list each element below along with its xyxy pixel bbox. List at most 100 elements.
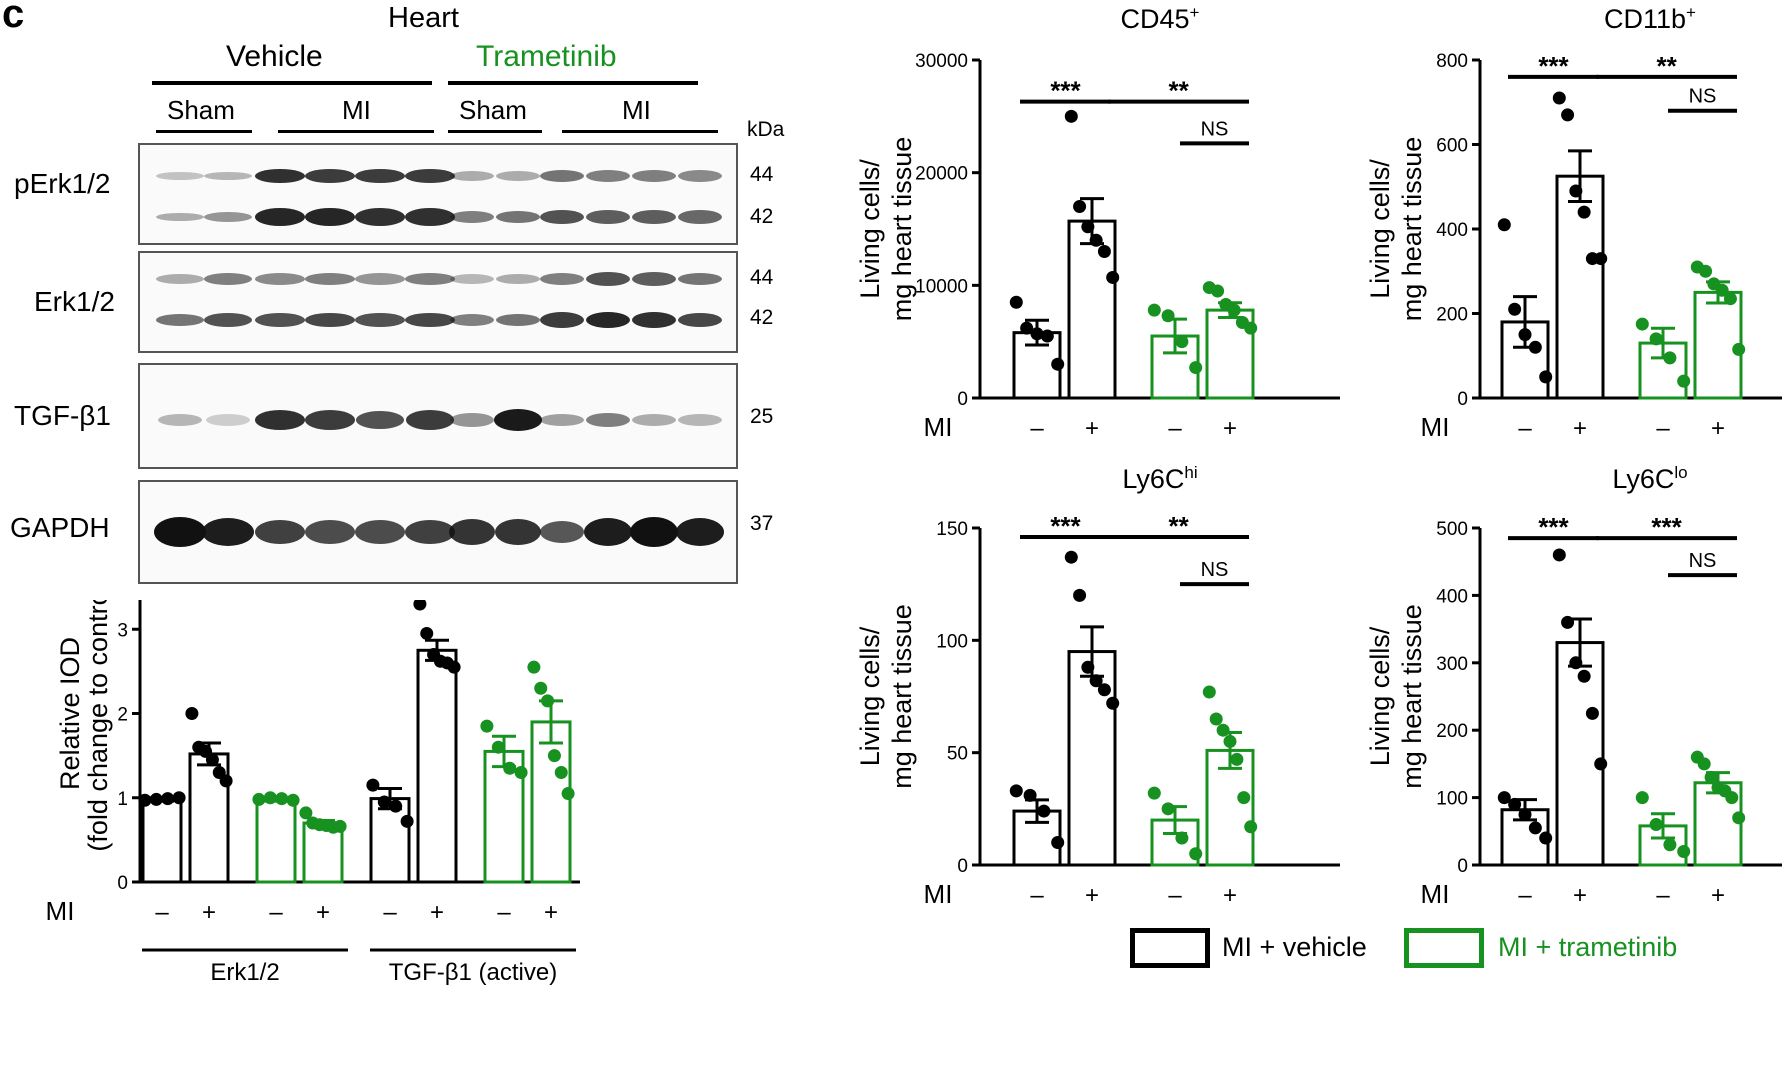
data-point: [1147, 786, 1161, 800]
y-tick-label: 0: [117, 873, 128, 894]
data-point: [1202, 685, 1216, 699]
significance-label: NS: [1201, 559, 1229, 581]
y-tick-label: 30000: [915, 51, 968, 72]
x-sign: +: [1223, 415, 1237, 442]
mw-erk-44: 44: [750, 266, 774, 289]
data-point: [413, 600, 427, 611]
y-axis-label: Living cells/: [1365, 159, 1395, 299]
x-sign: +: [1085, 882, 1099, 909]
data-point: [1020, 321, 1034, 335]
x-sign: –: [1656, 882, 1670, 909]
data-point: [1577, 669, 1591, 683]
data-point: [377, 795, 391, 809]
x-sign: +: [430, 899, 444, 926]
significance-label: ***: [1538, 512, 1569, 542]
data-point: [1023, 788, 1037, 802]
y-tick-label: 50: [947, 744, 968, 765]
y-tick-label: 0: [1457, 856, 1468, 877]
chart-title: Ly6Clo: [1612, 463, 1687, 494]
blot-row-label-gapdh: GAPDH: [10, 512, 110, 543]
data-point: [1697, 757, 1711, 771]
bar: [369, 797, 411, 884]
chart-relative-iod: 01234Relative IOD(fold change to control…: [46, 600, 580, 986]
y-tick-label: 0: [957, 856, 968, 877]
significance-label: **: [1656, 51, 1677, 81]
y-tick-label: 500: [1436, 519, 1468, 540]
y-axis-label: Relative IOD: [55, 637, 85, 790]
x-row-label: MI: [1421, 879, 1450, 909]
legend-swatch-trametinib: [1404, 928, 1484, 968]
chart-cd45: CD45+ 0 10000 20000 30000 Living cells/mg hea…: [855, 3, 1340, 442]
data-point: [1561, 615, 1575, 629]
x-sign: –: [269, 899, 283, 926]
significance-label: ***: [1651, 512, 1682, 542]
data-point: [1244, 820, 1258, 834]
x-sign: –: [1518, 882, 1532, 909]
x-sign: +: [1573, 882, 1587, 909]
mw-perk-42: 42: [750, 205, 774, 228]
data-point: [1189, 847, 1203, 861]
data-point: [1663, 351, 1677, 365]
panel-letter: c: [2, 0, 25, 36]
y-tick-label: 150: [936, 519, 968, 540]
group-label: Erk1/2: [210, 959, 279, 986]
x-sign: –: [1656, 415, 1670, 442]
data-point: [1106, 696, 1120, 710]
x-sign: +: [1223, 882, 1237, 909]
y-tick-label: 3: [117, 620, 128, 641]
x-row-label: MI: [924, 879, 953, 909]
bar: [1693, 290, 1743, 400]
data-point: [1732, 811, 1746, 825]
vehicle-group-bar: [152, 81, 432, 85]
data-point: [1677, 845, 1691, 859]
y-axis-label: mg heart tissue: [1397, 137, 1427, 322]
bar: [530, 720, 572, 884]
lane-bar-mi-trametinib: [562, 130, 718, 133]
blot-image-perk: [138, 143, 738, 245]
blot-row-label-erk: Erk1/2: [34, 286, 115, 317]
y-axis-label: (fold change to control): [83, 600, 113, 852]
data-point: [400, 814, 414, 828]
data-point: [1552, 548, 1566, 562]
data-point: [1089, 674, 1103, 688]
data-point: [1539, 831, 1553, 845]
chart-title: CD45+: [1121, 3, 1200, 34]
data-point: [1497, 218, 1511, 232]
data-point: [1552, 91, 1566, 105]
data-point: [299, 806, 313, 820]
x-sign: +: [202, 899, 216, 926]
y-tick-label: 200: [1436, 721, 1468, 742]
legend-label-trametinib: MI + trametinib: [1498, 932, 1678, 962]
y-axis-label: mg heart tissue: [1397, 604, 1427, 789]
mw-tgfb1-25: 25: [750, 405, 774, 428]
data-point: [1649, 818, 1663, 832]
chart-title: Ly6Chi: [1122, 463, 1197, 494]
data-point: [1508, 302, 1522, 316]
significance-label: **: [1168, 511, 1189, 541]
data-point: [1569, 656, 1583, 670]
data-point: [1518, 328, 1532, 342]
data-point: [149, 792, 163, 806]
data-point: [1528, 821, 1542, 835]
significance-label: **: [1168, 76, 1189, 106]
blot-row-label-tgfb1: TGF-β1: [14, 400, 111, 431]
y-tick-label: 0: [1457, 389, 1468, 410]
data-point: [1209, 712, 1223, 726]
y-axis-label: Living cells/: [855, 626, 885, 766]
x-sign: +: [544, 899, 558, 926]
x-sign: +: [1711, 415, 1725, 442]
y-tick-label: 10000: [915, 276, 968, 297]
data-point: [1064, 550, 1078, 564]
data-point: [1715, 283, 1729, 297]
data-point: [1725, 791, 1739, 805]
data-point: [1227, 303, 1241, 317]
x-sign: +: [1711, 882, 1725, 909]
lane-bar-mi-vehicle: [278, 130, 434, 133]
y-tick-label: 800: [1436, 51, 1468, 72]
data-point: [1064, 109, 1078, 123]
y-axis-label: mg heart tissue: [887, 604, 917, 789]
y-tick-label: 300: [1436, 654, 1468, 675]
data-point: [1518, 807, 1532, 821]
x-sign: –: [1168, 415, 1182, 442]
x-row-label: MI: [1421, 412, 1450, 442]
